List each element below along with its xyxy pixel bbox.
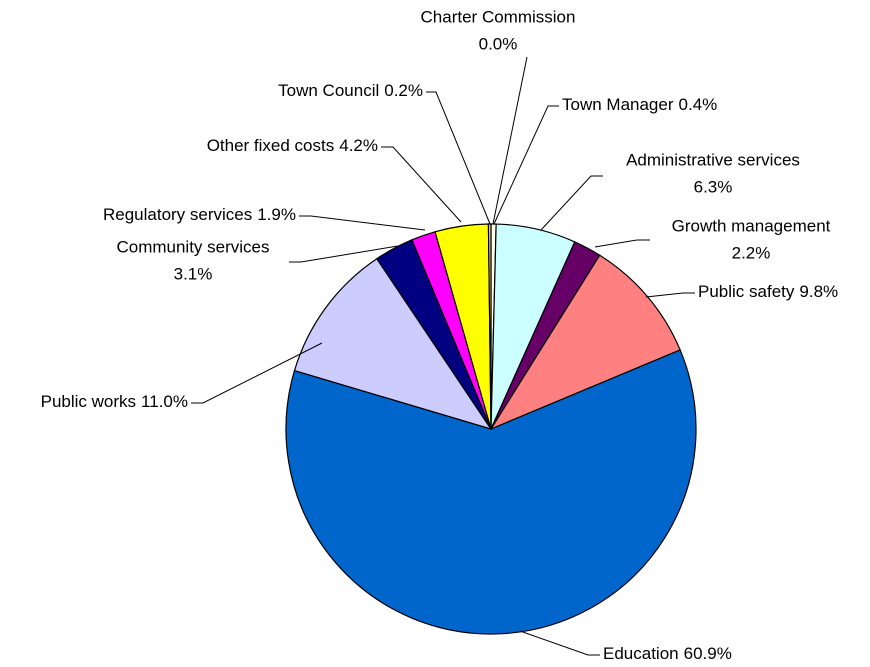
slice-label-group: Public safety 9.8% [698, 282, 838, 301]
slice-value-label: 1.9% [257, 205, 296, 224]
slice-value-label: 6.3% [694, 177, 733, 196]
pie-slice [293, 257, 493, 431]
slice-label: Regulatory services [103, 205, 252, 224]
slice-label: Other fixed costs [207, 136, 335, 155]
slice-label-group: Other fixed costs 4.2% [207, 136, 378, 155]
leader-line [645, 292, 695, 298]
slice-label: Public works [41, 392, 136, 411]
slice-label: Community services [116, 237, 269, 256]
leader-line [426, 91, 491, 225]
slice-label: Charter Commission [421, 7, 576, 26]
slice-value-label: 0.4% [679, 95, 718, 114]
slice-value-label: 9.8% [799, 282, 838, 301]
slice-value-label: 0.0% [479, 34, 518, 53]
leader-line [299, 215, 426, 231]
slice-label-group: Education 60.9% [603, 644, 732, 663]
slice-label: Town Manager [562, 95, 674, 114]
leader-line [540, 175, 603, 231]
slice-label: Administrative services [626, 150, 800, 169]
pie-slice [285, 349, 697, 635]
leader-line [519, 630, 600, 656]
slice-label-group: Town Council 0.2% [278, 81, 423, 100]
slice-label: Public safety [698, 282, 795, 301]
slice-value-label: 0.2% [384, 81, 423, 100]
leader-line [289, 245, 399, 263]
slice-label: Growth management [672, 216, 831, 235]
slice-label-group: Town Manager 0.4% [562, 95, 717, 114]
leader-line [492, 56, 528, 225]
leader-line [594, 239, 650, 248]
slice-label: Town Council [278, 81, 379, 100]
slice-label-group: Regulatory services 1.9% [103, 205, 296, 224]
slice-value-label: 60.9% [684, 644, 732, 663]
slice-value-label: 4.2% [339, 136, 378, 155]
slice-value-label: 2.2% [732, 243, 771, 262]
slice-label-group: Public works 11.0% [41, 392, 188, 411]
leader-line [381, 146, 462, 223]
leader-line [493, 105, 559, 225]
slice-value-label: 11.0% [141, 392, 188, 411]
slice-label: Education [603, 644, 679, 663]
slice-value-label: 3.1% [174, 264, 213, 283]
leader-line [191, 342, 323, 404]
